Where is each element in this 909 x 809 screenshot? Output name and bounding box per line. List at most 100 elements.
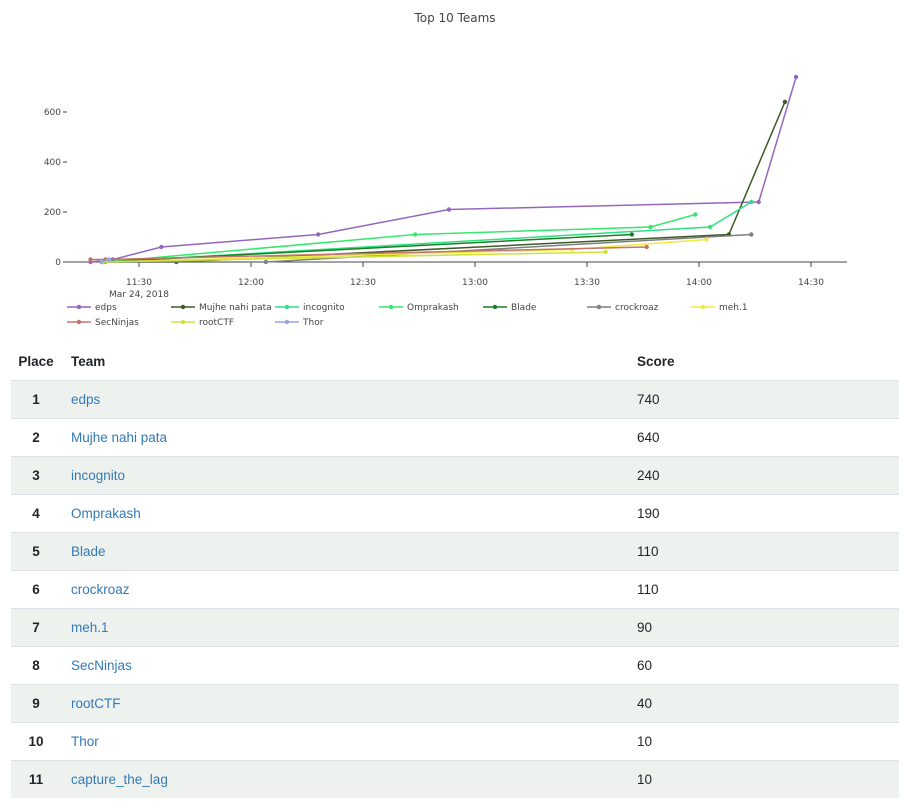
scoreboard: Place Team Score 1 edps 740 2 Mujhe nahi pat… (11, 342, 899, 798)
team-link[interactable]: Thor (71, 734, 99, 749)
data-point (106, 257, 112, 262)
team-link[interactable]: rootCTF (71, 696, 121, 711)
team-link[interactable]: Blade (71, 544, 106, 559)
x-tick-label: 11:30 (126, 278, 152, 288)
legend-swatch-dot (76, 319, 82, 325)
legend-label: meh.1 (719, 303, 748, 313)
score-header: Score (637, 353, 675, 369)
x-axis-ticks: 11:30 12:00 12:30 13:00 13:30 14:00 14:30 (126, 262, 824, 288)
legend-item[interactable]: SecNinjas (67, 318, 139, 328)
place-cell: 1 (11, 380, 61, 419)
data-point (263, 259, 269, 265)
x-tick-label: 12:00 (238, 278, 264, 288)
team-cell: rootCTF (61, 684, 637, 723)
legend-item[interactable]: Mujhe nahi pata (171, 303, 272, 313)
table-row: 3 incognito 240 (11, 456, 899, 495)
legend-swatch-dot (180, 319, 186, 325)
data-point (316, 232, 321, 237)
legend-label: Thor (302, 318, 324, 328)
team-cell: Omprakash (61, 494, 637, 533)
y-tick-label: 600 (44, 108, 61, 118)
place-cell: 4 (11, 494, 61, 533)
data-point (99, 259, 104, 265)
data-point (629, 232, 634, 237)
score-cell: 190 (637, 494, 899, 533)
legend-swatch-dot (596, 304, 602, 310)
team-link[interactable]: Omprakash (71, 506, 141, 521)
data-point (693, 212, 698, 217)
scoreboard-body: 1 edps 740 2 Mujhe nahi pata 640 3 incognito 240… (11, 380, 899, 798)
team-cell: Thor (61, 722, 637, 761)
score-cell: 640 (637, 418, 899, 457)
table-row: 2 Mujhe nahi pata 640 (11, 418, 899, 457)
score-cell: 110 (637, 532, 899, 571)
legend-label: edps (95, 303, 117, 313)
x-tick-label: 12:30 (350, 278, 376, 288)
score-cell: 10 (637, 760, 899, 798)
table-row: 1 edps 740 (11, 380, 899, 419)
team-link[interactable]: edps (71, 392, 101, 407)
legend-swatch-dot (700, 304, 706, 310)
data-point (749, 199, 754, 205)
legend-item[interactable]: crockroaz (587, 303, 659, 313)
team-cell: incognito (61, 456, 637, 495)
place-cell: 8 (11, 646, 61, 685)
legend-item[interactable]: Omprakash (379, 303, 459, 313)
team-cell: Blade (61, 532, 637, 571)
legend-label: Mujhe nahi pata (199, 303, 272, 313)
team-link[interactable]: SecNinjas (71, 658, 132, 673)
y-tick-label: 0 (55, 258, 61, 268)
x-tick-label: 14:00 (686, 278, 712, 288)
y-axis-ticks: 0 200 400 600 (44, 108, 67, 268)
x-tick-label: 13:00 (462, 278, 488, 288)
score-cell: 40 (637, 684, 899, 723)
legend-item[interactable]: Thor (275, 318, 324, 328)
table-row: 5 Blade 110 (11, 532, 899, 571)
team-cell: meh.1 (61, 608, 637, 647)
series-thor (99, 257, 112, 265)
data-point (159, 244, 164, 250)
x-axis-date-label: Mar 24, 2018 (109, 290, 169, 300)
score-cell: 240 (637, 456, 899, 495)
scoreboard-header-row: Place Team Score (11, 342, 899, 381)
legend-label: crockroaz (615, 303, 659, 313)
team-link[interactable]: crockroaz (71, 582, 130, 597)
legend-item[interactable]: edps (67, 303, 117, 313)
team-link[interactable]: meh.1 (71, 620, 109, 635)
scoreboard-table: Place Team Score 1 edps 740 2 Mujhe nahi pat… (11, 342, 899, 798)
legend-item[interactable]: rootCTF (171, 318, 234, 328)
chart-series (88, 74, 799, 265)
score-cell: 110 (637, 570, 899, 609)
place-cell: 6 (11, 570, 61, 609)
data-point (708, 224, 713, 230)
legend-item[interactable]: Blade (483, 303, 537, 313)
team-header: Team (71, 353, 106, 369)
team-link[interactable]: Mujhe nahi pata (71, 430, 168, 445)
series-incognito (103, 199, 754, 265)
place-cell: 9 (11, 684, 61, 723)
legend-swatch-dot (76, 304, 82, 310)
legend-swatch-dot (492, 304, 498, 310)
place-header: Place (18, 353, 54, 369)
legend-swatch-dot (388, 304, 394, 310)
score-cell: 10 (637, 722, 899, 761)
place-cell: 11 (11, 760, 61, 798)
legend-label: Blade (511, 303, 537, 313)
series-line (101, 251, 606, 263)
table-row: 6 crockroaz 110 (11, 570, 899, 609)
legend-swatch-dot (284, 319, 290, 325)
y-tick-label: 200 (44, 208, 61, 218)
score-cell: 90 (637, 608, 899, 647)
team-cell: Mujhe nahi pata (61, 418, 637, 457)
legend-item[interactable]: incognito (275, 303, 345, 313)
series-mujhe-nahi-pata (99, 99, 788, 265)
team-link[interactable]: incognito (71, 468, 126, 483)
team-link[interactable]: capture_the_lag (71, 772, 168, 787)
data-point (603, 249, 608, 255)
chart-legend: edps Mujhe nahi pata incognito Omprakash Bla… (67, 303, 748, 328)
score-cell: 740 (637, 380, 899, 419)
data-point (413, 232, 418, 237)
legend-item[interactable]: meh.1 (691, 303, 748, 313)
table-row: 4 Omprakash 190 (11, 494, 899, 533)
legend-swatch-dot (180, 304, 186, 310)
